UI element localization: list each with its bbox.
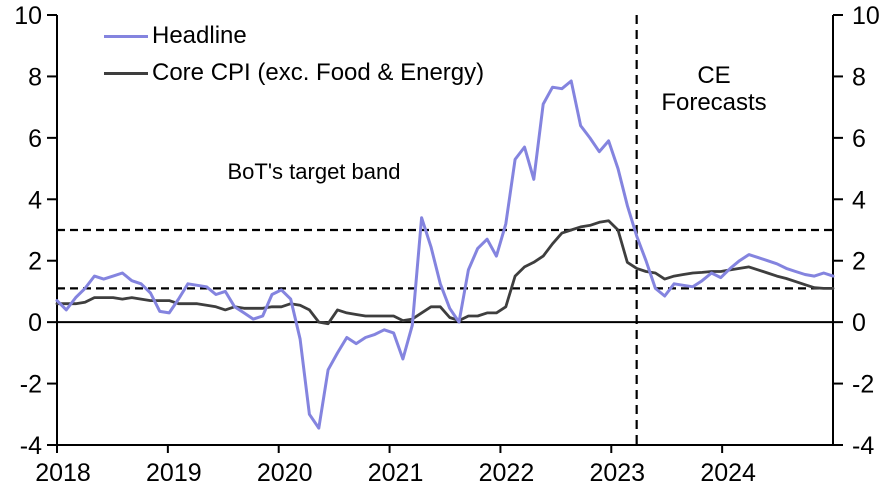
legend-label-headline: Headline [152,22,247,49]
y-tick-label-right: 2 [852,248,866,276]
legend-label-core: Core CPI (exc. Food & Energy) [152,59,485,86]
series-line-headline [55,79,835,430]
x-tick-label: 2024 [700,459,756,487]
chart-legend: Headline Core CPI (exc. Food & Energy) [104,23,484,86]
x-tick-label: 2020 [257,459,313,487]
y-tick-label-left: 4 [28,186,42,214]
y-tick-label-left: 0 [28,309,42,337]
y-tick-label-right: -4 [852,432,874,460]
legend-item-headline: Headline [104,23,484,49]
y-tick-label-right: -2 [852,371,874,399]
x-tick-label: 2022 [479,459,535,487]
x-tick-label: 2023 [589,459,645,487]
legend-item-core: Core CPI (exc. Food & Energy) [104,60,484,86]
x-tick-label: 2021 [368,459,424,487]
x-tick-label: 2019 [146,459,202,487]
y-tick-label-right: 6 [852,125,866,153]
headline-line-swatch [104,34,148,38]
y-tick-label-left: 8 [28,63,42,91]
y-tick-label-left: 6 [28,125,42,153]
y-tick-label-right: 10 [852,2,880,30]
y-tick-label-left: 2 [28,248,42,276]
y-tick-label-left: -4 [20,432,42,460]
x-tick-label: 2018 [35,459,91,487]
y-tick-label-left: 10 [14,2,42,30]
ce-forecasts-annotation: CE Forecasts [661,62,767,116]
core-line-swatch [104,71,148,75]
target-band-annotation: BoT's target band [227,159,401,184]
y-tick-label-right: 8 [852,63,866,91]
y-tick-label-right: 0 [852,309,866,337]
y-tick-label-left: -2 [20,371,42,399]
series-line-core [55,219,835,326]
y-tick-label-right: 4 [852,186,866,214]
